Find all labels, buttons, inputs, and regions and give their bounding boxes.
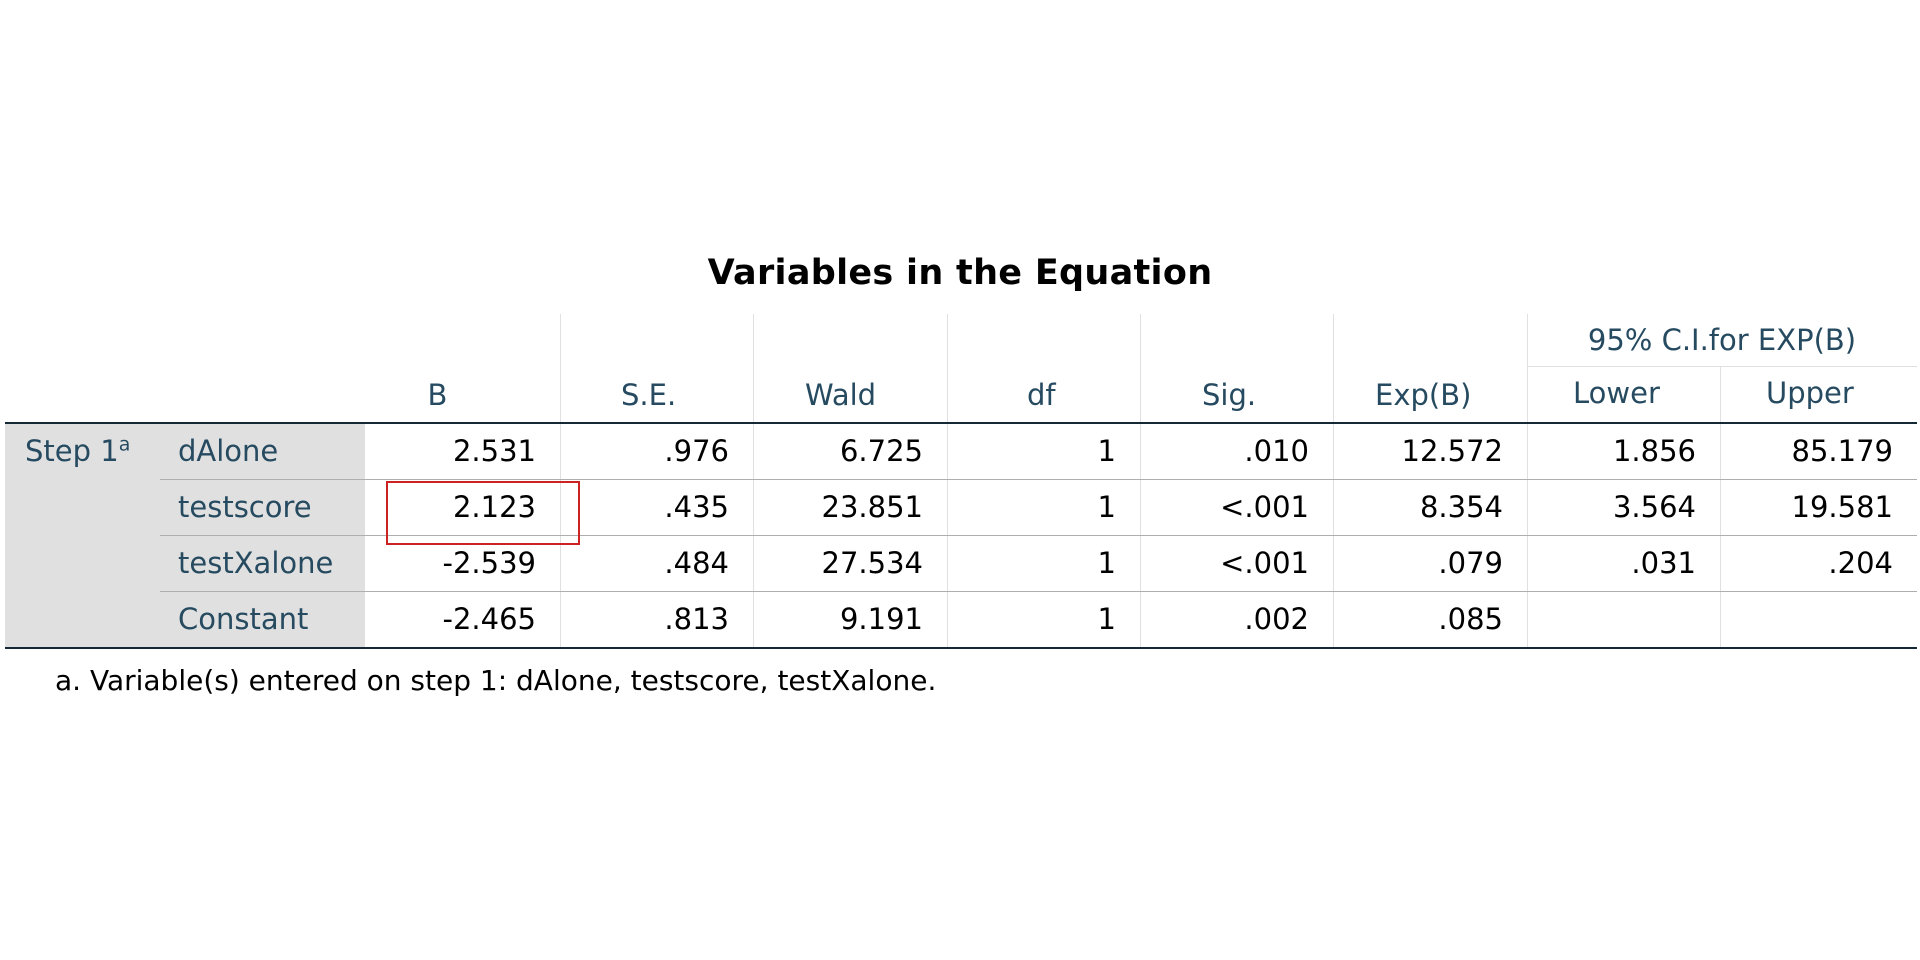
cell-upper: 85.179 (1791, 434, 1893, 468)
col-header-expb: Exp(B) (1375, 378, 1472, 412)
col-sep-ci (1527, 314, 1528, 423)
row-divider (160, 591, 1917, 592)
cell-b: -2.465 (442, 602, 537, 636)
cell-df: 1 (1097, 434, 1116, 468)
cell-upper: 19.581 (1791, 490, 1893, 524)
cell-se: .435 (664, 490, 729, 524)
ci-group-rule (1527, 366, 1917, 367)
row-divider (160, 479, 1917, 480)
step-label: Step 1a (5, 423, 165, 479)
col-header-b: B (427, 378, 448, 412)
cell-expb: 8.354 (1419, 490, 1503, 524)
col-header-se: S.E. (621, 378, 677, 412)
cell-lower: 3.564 (1612, 490, 1696, 524)
cell-sig: .002 (1244, 602, 1309, 636)
col-header-sig: Sig. (1202, 378, 1257, 412)
row-label-testxalone: testXalone (178, 546, 334, 580)
cell-df: 1 (1097, 490, 1116, 524)
col-header-lower: Lower (1573, 376, 1660, 410)
cell-b: -2.539 (442, 546, 537, 580)
cell-expb: .085 (1438, 602, 1503, 636)
cell-b: 2.531 (452, 434, 536, 468)
col-sep-df (947, 314, 948, 423)
row-label-constant: Constant (178, 602, 309, 636)
coefficients-table: 95% C.I.for EXP(B) B S.E. Wald df Sig. E… (0, 310, 1920, 710)
cell-wald: 27.534 (821, 546, 923, 580)
cell-df: 1 (1097, 546, 1116, 580)
cell-upper: .204 (1828, 546, 1893, 580)
col-sep-upper (1720, 366, 1721, 423)
cell-se: .976 (664, 434, 729, 468)
cell-lower: .031 (1631, 546, 1696, 580)
cell-wald: 9.191 (839, 602, 923, 636)
cell-wald: 6.725 (839, 434, 923, 468)
row-divider (160, 535, 1917, 536)
cell-se: .484 (664, 546, 729, 580)
col-header-wald: Wald (805, 378, 877, 412)
col-header-df: df (1027, 378, 1056, 412)
table-title: Variables in the Equation (707, 253, 1213, 293)
cell-sig: <.001 (1220, 490, 1309, 524)
cell-se: .813 (664, 602, 729, 636)
cell-expb: 12.572 (1401, 434, 1503, 468)
row-label-dalone: dAlone (178, 434, 279, 468)
cell-b: 2.123 (452, 490, 536, 524)
step-label-text: Step 1 (25, 434, 119, 468)
col-sep-wald (753, 314, 754, 423)
cell-df: 1 (1097, 602, 1116, 636)
table-bottom-border (5, 647, 1917, 649)
ci-group-header: 95% C.I.for EXP(B) (1587, 323, 1857, 357)
highlight-box (386, 481, 580, 545)
step-footnote-marker: a (118, 433, 131, 456)
row-label-testscore: testscore (178, 490, 312, 524)
table-footnote: a. Variable(s) entered on step 1: dAlone… (55, 664, 937, 697)
header-bottom-border (5, 422, 1917, 424)
cell-lower: 1.856 (1612, 434, 1696, 468)
col-header-upper: Upper (1766, 376, 1854, 410)
cell-sig: <.001 (1220, 546, 1309, 580)
cell-sig: .010 (1244, 434, 1309, 468)
cell-wald: 23.851 (821, 490, 923, 524)
col-sep-se (560, 314, 561, 423)
col-sep-expb (1333, 314, 1334, 423)
col-sep-sig (1140, 314, 1141, 423)
cell-expb: .079 (1438, 546, 1503, 580)
